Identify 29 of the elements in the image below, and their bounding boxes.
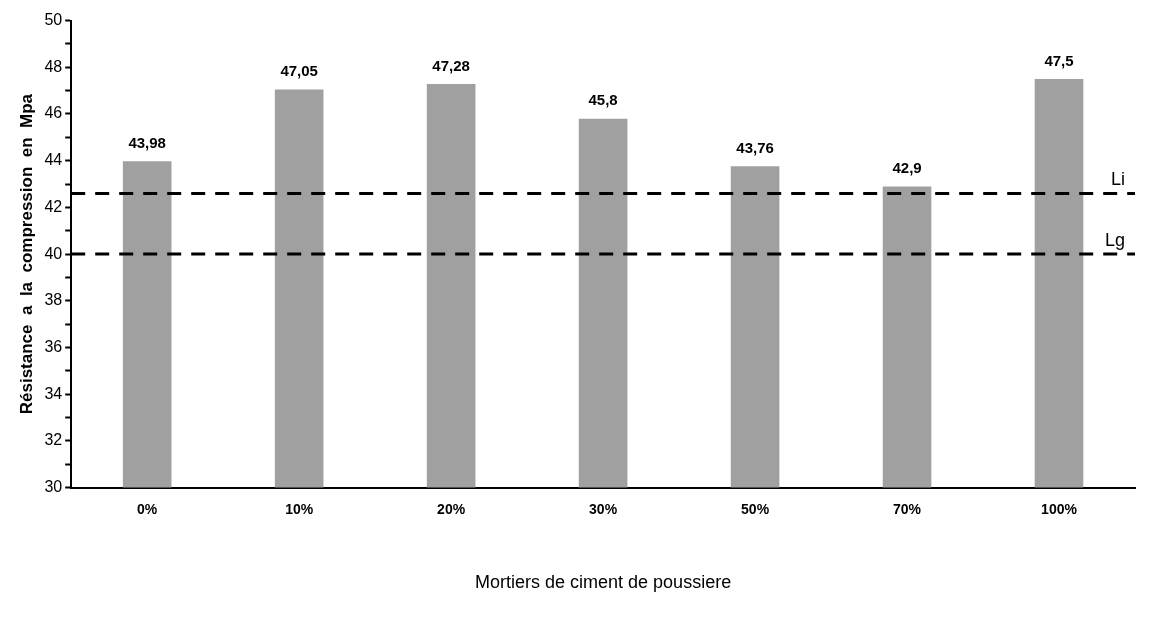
y-tick-label: 44: [44, 151, 63, 169]
y-tick-label: 46: [44, 104, 63, 122]
y-axis-title: Résistance a la compression en Mpa: [16, 93, 36, 415]
x-tick-label: 70%: [893, 500, 922, 517]
y-tick-label: 36: [44, 337, 63, 355]
y-tick-label: 50: [44, 11, 63, 29]
x-tick-label: 100%: [1041, 500, 1078, 517]
data-label: 47,05: [280, 62, 318, 80]
y-tick-label: 48: [44, 57, 63, 75]
x-tick-label: 0%: [137, 500, 158, 517]
data-label: 42,9: [892, 159, 922, 177]
x-tick-label: 20%: [437, 500, 466, 517]
x-axis-title: Mortiers de ciment de poussiere: [475, 572, 732, 593]
y-tick-label: 32: [44, 431, 63, 449]
y-tick-label: 40: [44, 244, 63, 262]
y-tick-label: 38: [44, 291, 63, 309]
data-label: 47,5: [1044, 51, 1074, 69]
data-label: 45,8: [588, 91, 618, 109]
y-tick-label: 42: [44, 197, 63, 215]
x-tick-label: 10%: [285, 500, 314, 517]
data-label: 43,76: [736, 138, 774, 156]
data-label: 47,28: [432, 56, 470, 74]
ref-line-label: Li: [1110, 169, 1125, 190]
ref-line-label: Lg: [1104, 230, 1125, 251]
y-tick-label: 34: [44, 384, 63, 402]
data-label: 43,98: [128, 133, 166, 151]
x-tick-label: 50%: [741, 500, 770, 517]
y-tick-label: 30: [44, 478, 63, 496]
x-tick-label: 30%: [589, 500, 618, 517]
